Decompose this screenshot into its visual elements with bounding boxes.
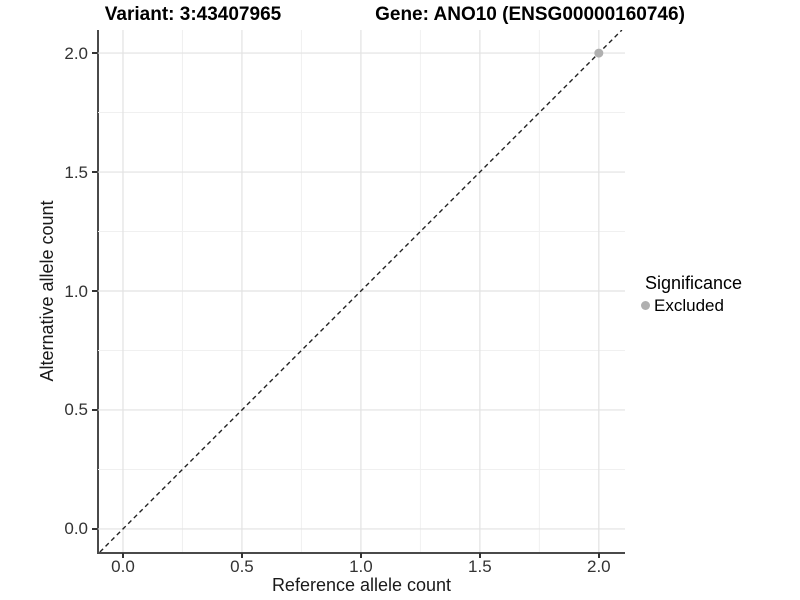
x-axis-tick — [121, 553, 124, 558]
x-axis-tick-label: 2.0 — [587, 557, 611, 576]
y-axis-tick — [92, 52, 97, 55]
plot-panel — [98, 30, 625, 552]
y-axis-tick-label: 1.0 — [64, 281, 88, 301]
y-axis-tick — [92, 290, 97, 292]
y-axis-tick — [92, 171, 97, 174]
data-point-excluded — [594, 48, 604, 58]
y-axis-tick-label: 1.5 — [64, 162, 88, 182]
legend-item-label: Excluded — [654, 296, 724, 315]
legend: Significance Excluded — [641, 273, 742, 316]
y-axis-tick — [92, 527, 97, 530]
legend-item-excluded: Excluded — [641, 296, 742, 316]
y-axis-tick — [92, 408, 97, 411]
x-axis-tick-label: 1.5 — [468, 557, 492, 576]
variant-title: Variant: 3:43407965 — [104, 4, 282, 25]
legend-title: Significance — [645, 273, 743, 293]
legend-point-marker — [641, 300, 650, 310]
x-axis-tick-label: 0.5 — [230, 557, 254, 576]
identity-dashed-line — [99, 30, 623, 552]
y-axis-tick-label: 0.5 — [64, 400, 88, 420]
x-axis-tick — [240, 553, 243, 558]
y-axis-tick-label: 0.0 — [64, 519, 88, 539]
x-axis-tick — [597, 553, 600, 558]
y-axis-line — [97, 30, 99, 554]
x-axis-tick-label: 1.0 — [349, 557, 373, 576]
gene-title: Gene: ANO10 (ENSG00000160746) — [375, 4, 685, 25]
x-axis-tick-label: 0.0 — [111, 557, 135, 576]
x-axis-tick — [478, 553, 481, 558]
y-axis-tick-label: 2.0 — [64, 43, 88, 63]
x-axis-tick — [359, 553, 362, 558]
x-axis-title: Reference allele count — [271, 575, 452, 595]
